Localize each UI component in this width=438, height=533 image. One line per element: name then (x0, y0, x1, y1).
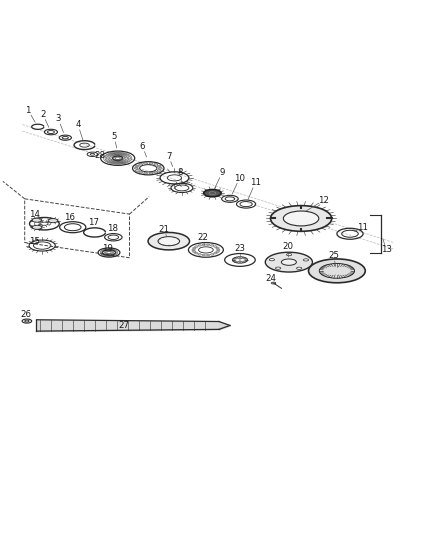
Ellipse shape (281, 259, 297, 265)
Text: 13: 13 (381, 245, 392, 254)
Text: 21: 21 (158, 225, 169, 234)
Text: 2: 2 (40, 110, 46, 119)
Text: 28: 28 (95, 151, 106, 160)
Ellipse shape (139, 164, 143, 165)
Ellipse shape (135, 169, 139, 171)
Ellipse shape (154, 164, 158, 165)
Text: 14: 14 (29, 209, 40, 219)
Text: 5: 5 (111, 132, 117, 141)
Ellipse shape (304, 259, 309, 261)
Ellipse shape (206, 244, 210, 246)
Text: 10: 10 (234, 174, 245, 183)
Ellipse shape (216, 247, 219, 249)
Ellipse shape (206, 254, 210, 256)
Text: 20: 20 (282, 243, 293, 252)
Text: 1: 1 (25, 106, 31, 115)
Ellipse shape (198, 254, 201, 255)
Ellipse shape (308, 259, 365, 283)
Text: 4: 4 (75, 120, 81, 129)
Ellipse shape (194, 253, 198, 254)
Ellipse shape (148, 232, 190, 250)
Ellipse shape (216, 251, 219, 253)
Text: 3: 3 (56, 115, 61, 124)
Ellipse shape (283, 211, 319, 226)
Text: 6: 6 (140, 142, 145, 151)
Ellipse shape (32, 225, 42, 229)
Text: 25: 25 (328, 251, 339, 260)
Text: 11: 11 (357, 223, 368, 232)
Ellipse shape (134, 167, 138, 169)
Ellipse shape (144, 163, 148, 164)
Ellipse shape (204, 190, 221, 197)
Text: 16: 16 (64, 213, 75, 222)
Text: 22: 22 (197, 233, 208, 242)
Ellipse shape (210, 254, 214, 255)
Text: 9: 9 (219, 168, 225, 177)
Ellipse shape (214, 246, 217, 247)
Text: 23: 23 (234, 244, 245, 253)
Text: 17: 17 (88, 219, 99, 228)
Ellipse shape (297, 267, 302, 269)
Text: 19: 19 (102, 244, 113, 253)
Ellipse shape (144, 172, 148, 174)
Ellipse shape (202, 254, 205, 256)
Ellipse shape (157, 169, 161, 171)
Text: 27: 27 (118, 321, 129, 330)
Ellipse shape (48, 219, 58, 223)
Ellipse shape (192, 249, 195, 251)
Text: 18: 18 (106, 223, 117, 232)
Ellipse shape (149, 172, 153, 174)
Ellipse shape (32, 218, 42, 222)
Ellipse shape (157, 165, 161, 167)
Ellipse shape (269, 259, 275, 261)
Ellipse shape (265, 252, 312, 272)
Text: 15: 15 (29, 237, 40, 246)
Ellipse shape (286, 254, 292, 256)
Ellipse shape (216, 249, 220, 251)
Text: 7: 7 (166, 152, 172, 161)
Text: 11: 11 (250, 178, 261, 187)
Ellipse shape (276, 267, 281, 269)
Text: 26: 26 (20, 310, 31, 319)
Ellipse shape (193, 251, 196, 253)
Ellipse shape (198, 245, 201, 246)
Ellipse shape (158, 237, 180, 246)
Ellipse shape (194, 246, 198, 247)
Text: 12: 12 (318, 196, 329, 205)
Ellipse shape (139, 172, 143, 173)
Ellipse shape (271, 206, 332, 231)
Ellipse shape (149, 163, 153, 164)
Ellipse shape (159, 167, 162, 169)
Ellipse shape (193, 247, 196, 249)
Ellipse shape (210, 245, 214, 246)
Ellipse shape (154, 172, 158, 173)
Text: 24: 24 (265, 274, 276, 283)
Text: 8: 8 (178, 168, 184, 177)
Ellipse shape (214, 253, 217, 254)
Ellipse shape (202, 244, 205, 246)
Ellipse shape (135, 165, 139, 167)
